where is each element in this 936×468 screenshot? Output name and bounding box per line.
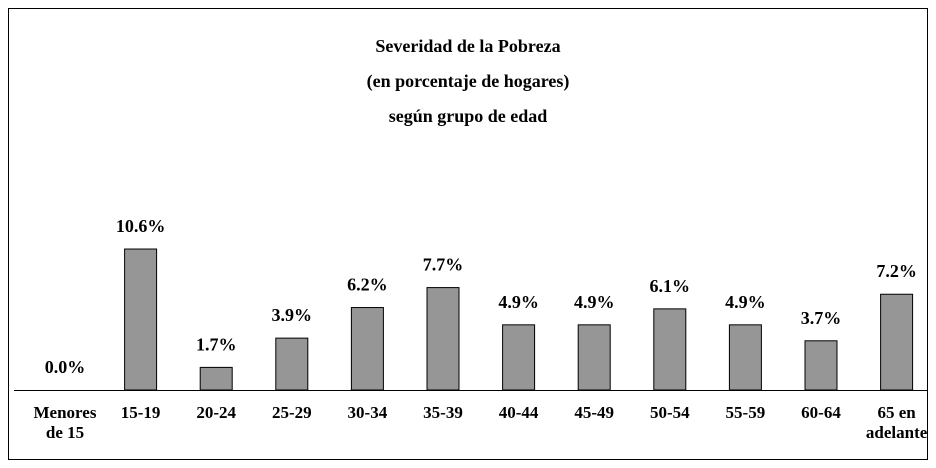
bar: [577, 324, 611, 391]
bar: [804, 340, 838, 391]
data-label: 1.7%: [196, 334, 237, 354]
data-label: 6.2%: [347, 275, 388, 295]
x-tick-label: 40-44: [498, 403, 539, 422]
data-label: 4.9%: [498, 292, 539, 312]
data-label: 3.9%: [272, 305, 313, 325]
data-label: 4.9%: [574, 292, 615, 312]
bar: [502, 324, 536, 391]
x-tick-label: 50-54: [649, 403, 690, 422]
x-tick-label: 30-34: [347, 403, 388, 422]
x-tick-label: 35-39: [423, 403, 463, 422]
chart-subtitle: (en porcentaje de hogares): [367, 71, 570, 92]
data-label: 0.0%: [45, 357, 86, 377]
x-tick-label: 65 en adelante: [865, 403, 928, 442]
chart-title: Severidad de la Pobreza: [375, 36, 560, 56]
data-label: 4.9%: [725, 292, 766, 312]
x-tick-label: 25-29: [271, 403, 312, 422]
data-label: 7.7%: [423, 255, 464, 275]
data-label: 3.7%: [801, 308, 842, 328]
data-label: 7.2%: [876, 261, 917, 281]
chart-subtitle: según grupo de edad: [389, 106, 548, 126]
bar: [124, 248, 158, 391]
bar: [653, 308, 687, 391]
chart-frame: [8, 8, 928, 460]
x-tick-label: 15-19: [120, 403, 161, 422]
x-tick-label: 60-64: [801, 403, 841, 422]
bar: [426, 287, 460, 391]
data-label: 10.6%: [116, 216, 166, 236]
bar: [199, 366, 233, 391]
x-tick-label: 55-59: [725, 403, 766, 422]
data-label: 6.1%: [650, 276, 691, 296]
x-tick-label: 45-49: [574, 403, 615, 422]
bar: [350, 307, 384, 391]
bar: [275, 337, 309, 391]
bar: [880, 293, 914, 391]
x-tick-label: 20-24: [196, 403, 237, 422]
bar: [728, 324, 762, 391]
x-tick-label: Menores de 15: [33, 403, 97, 442]
